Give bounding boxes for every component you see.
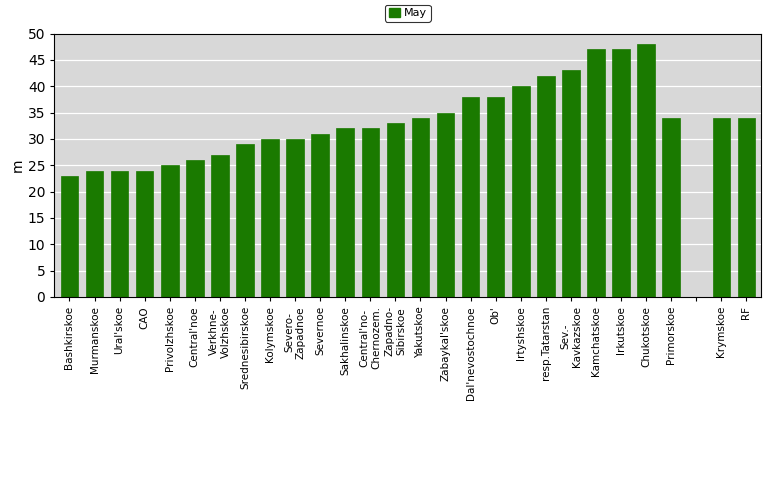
- Bar: [85, 171, 103, 297]
- Bar: [437, 113, 455, 297]
- Bar: [537, 76, 555, 297]
- Bar: [312, 134, 329, 297]
- Bar: [562, 70, 580, 297]
- Bar: [462, 97, 479, 297]
- Bar: [512, 86, 530, 297]
- Bar: [236, 144, 254, 297]
- Legend: May: May: [385, 5, 430, 22]
- Bar: [487, 97, 504, 297]
- Bar: [286, 139, 304, 297]
- Bar: [136, 171, 153, 297]
- Bar: [186, 160, 204, 297]
- Bar: [161, 165, 179, 297]
- Bar: [387, 123, 404, 297]
- Bar: [61, 176, 78, 297]
- Bar: [412, 118, 429, 297]
- Bar: [261, 139, 279, 297]
- Bar: [211, 155, 228, 297]
- Bar: [737, 118, 755, 297]
- Bar: [587, 49, 605, 297]
- Y-axis label: m: m: [11, 159, 25, 172]
- Bar: [361, 128, 379, 297]
- Bar: [663, 118, 680, 297]
- Bar: [336, 128, 354, 297]
- Bar: [637, 44, 655, 297]
- Bar: [612, 49, 630, 297]
- Bar: [111, 171, 128, 297]
- Bar: [713, 118, 730, 297]
